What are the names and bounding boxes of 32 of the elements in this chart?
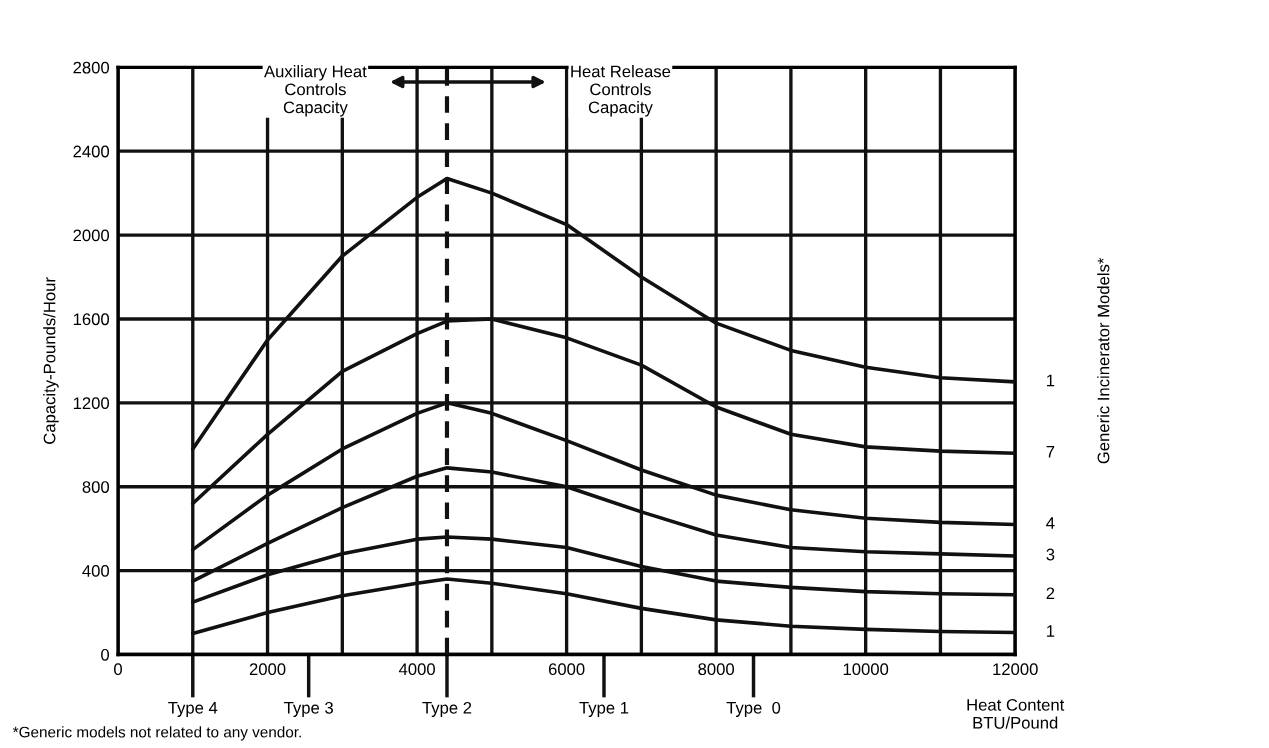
series-label: 1 xyxy=(1047,625,1055,637)
series-label: 2 xyxy=(1046,587,1055,600)
y-tick-label: 2400 xyxy=(73,145,110,158)
text: Type 1 xyxy=(579,702,629,718)
text: Type 0 xyxy=(726,701,781,718)
x-tick-label: 2000 xyxy=(249,663,286,676)
y-tick-label: 2000 xyxy=(73,229,110,242)
y-tick-label: 0 xyxy=(101,648,110,661)
text: Type 3 xyxy=(284,701,333,718)
text: Type 2 xyxy=(422,701,472,718)
y-tick-label: 1200 xyxy=(73,397,110,410)
y-tick-label: 1600 xyxy=(73,313,110,326)
x-tick-label: 12000 xyxy=(993,663,1038,676)
y-tick-label: 400 xyxy=(82,565,110,577)
x-tick-label: 8000 xyxy=(698,663,735,676)
x-tick-label: 0 xyxy=(114,663,122,676)
series-label: 1 xyxy=(1047,374,1055,387)
series-label: 4 xyxy=(1046,517,1055,529)
y-tick-label: 800 xyxy=(82,481,110,493)
annotation: Auxiliary Heat Controls Capacity xyxy=(264,65,367,117)
x-axis-title: Heat Content BTU/Pound xyxy=(967,698,1065,729)
y-tick-label: 2800 xyxy=(73,61,110,74)
annotation: Heat Release Controls Capacity xyxy=(571,65,671,117)
series-label: 7 xyxy=(1046,446,1055,458)
x-tick-label: 6000 xyxy=(548,663,585,676)
x-tick-label: 10000 xyxy=(843,663,889,676)
y-axis-title: Capacity-Pounds/Hour xyxy=(43,277,59,444)
text: Generic Incinerator Models* xyxy=(1097,257,1110,464)
series-label: 3 xyxy=(1046,548,1055,561)
text: *Generic models not related to any vendor. xyxy=(12,726,301,741)
x-tick-label: 4000 xyxy=(398,663,435,676)
text: Type 4 xyxy=(168,702,218,718)
